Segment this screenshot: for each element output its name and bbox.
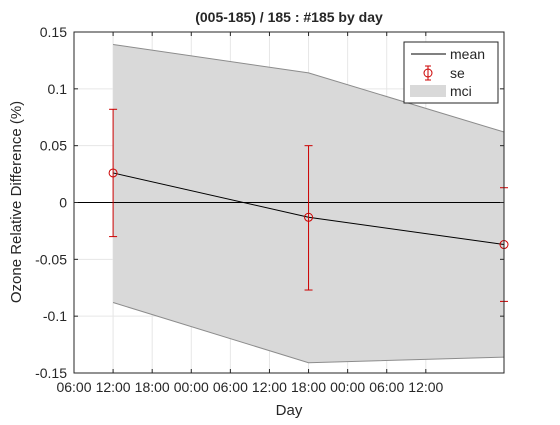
- y-tick-label: 0.1: [48, 81, 68, 97]
- y-tick-label: -0.05: [35, 251, 67, 267]
- y-axis-label: Ozone Relative Difference (%): [8, 101, 25, 303]
- x-tick-label: 18:00: [291, 379, 326, 395]
- x-tick-label: 12:00: [96, 379, 131, 395]
- x-tick-label: 06:00: [213, 379, 248, 395]
- legend-se-marker: [423, 68, 433, 78]
- x-tick-label: 00:00: [330, 379, 365, 395]
- legend-mci-label: mci: [450, 83, 472, 99]
- se-marker: [108, 168, 118, 178]
- chart-title: (005-185) / 185 : #185 by day: [195, 9, 383, 25]
- mci-lower-edge: [112, 302, 505, 364]
- y-tick-label: 0.05: [40, 138, 67, 154]
- x-axis-label: Day: [276, 402, 303, 419]
- legend-mean-label: mean: [450, 46, 485, 62]
- y-tick-label: -0.15: [35, 365, 67, 381]
- y-tick-label: -0.1: [43, 308, 67, 324]
- x-tick-label: 00:00: [174, 379, 209, 395]
- y-tick-label: 0: [59, 195, 67, 211]
- x-tick-label: 06:00: [369, 379, 404, 395]
- mci-upper-edge: [113, 44, 505, 133]
- legend: mean se mci: [403, 41, 499, 104]
- legend-se-label: se: [450, 65, 465, 81]
- x-tick-label: 18:00: [135, 379, 170, 395]
- y-tick-label: 0.15: [40, 24, 67, 40]
- legend-mci-swatch: [410, 85, 446, 97]
- x-tick-label: 12:00: [252, 379, 287, 395]
- x-tick-label: 06:00: [56, 379, 91, 395]
- y-ticks: 0.15 0.1 0.05 0 -0.05 -0.1 -0.15: [35, 24, 504, 381]
- x-tick-label: 12:00: [408, 379, 443, 395]
- se-marker: [304, 212, 314, 222]
- x-ticks: 06:00 12:00 18:00 00:00 06:00 12:00 18:00 00:00…: [56, 32, 444, 395]
